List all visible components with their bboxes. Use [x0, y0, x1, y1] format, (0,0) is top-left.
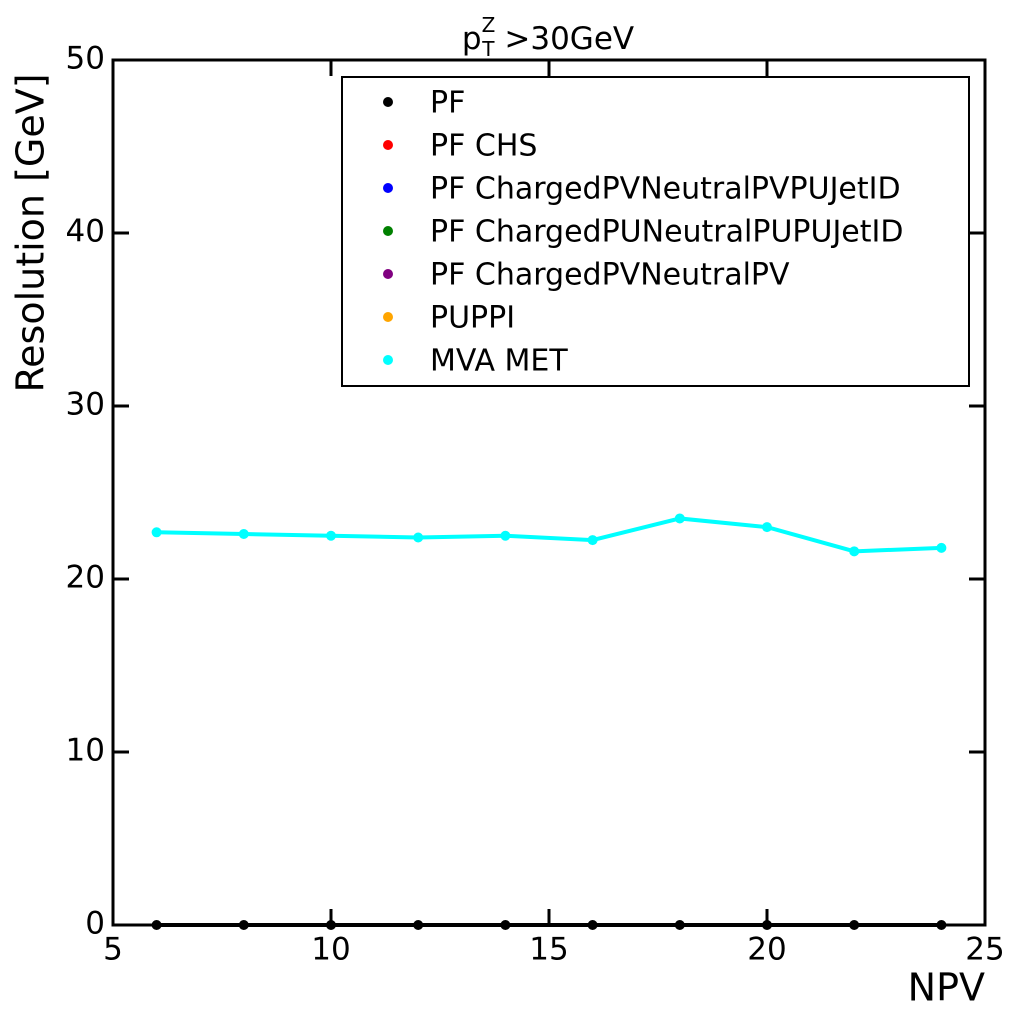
data-point [936, 542, 947, 553]
y-tick-label: 30 [66, 387, 105, 423]
legend-marker [383, 183, 393, 193]
legend-label: PUPPI [430, 301, 515, 336]
data-point [762, 522, 772, 533]
data-point [587, 535, 598, 546]
x-tick-label: 5 [103, 932, 123, 968]
legend-box [341, 76, 970, 387]
data-point [674, 513, 685, 524]
plot-frame [111, 58, 987, 927]
legend-label: PF [430, 86, 465, 121]
data-point [326, 530, 336, 541]
legend-marker [383, 140, 393, 150]
y-tick-label: 10 [66, 733, 105, 769]
x-tick-label: 10 [311, 932, 350, 968]
legend-marker [383, 226, 393, 236]
y-tick-label: 50 [66, 41, 105, 77]
title-sup: Z [482, 13, 496, 37]
chart-title: pZ T >30GeV [462, 13, 634, 61]
x-tick-label: 15 [529, 932, 568, 968]
title-rest: >30GeV [495, 21, 635, 57]
legend-label: PF ChargedPUNeutralPUPUJetID [430, 215, 903, 250]
legend-label: PF CHS [430, 129, 537, 164]
data-point [849, 546, 860, 557]
series-line [156, 516, 942, 554]
legend-marker [383, 355, 393, 365]
y-tick-label: 0 [85, 906, 105, 942]
legend-label: MVA MET [430, 344, 568, 379]
data-point [413, 532, 424, 543]
data-point [151, 527, 162, 538]
x-tick-label: 20 [747, 932, 786, 968]
legend-marker [383, 312, 393, 322]
legend-marker [383, 97, 393, 107]
legend-label: PF ChargedPVNeutralPVPUJetID [430, 172, 901, 207]
x-axis-label: NPV [908, 966, 985, 1010]
title-sub: T [481, 37, 495, 61]
y-tick-label: 40 [66, 214, 105, 250]
data-point [238, 529, 249, 540]
legend-label: PF ChargedPVNeutralPV [430, 258, 790, 293]
y-axis-label: Resolution [GeV] [9, 73, 53, 392]
y-tick-label: 20 [66, 560, 105, 596]
x-tick-label: 25 [965, 932, 1004, 968]
legend-marker [383, 269, 393, 279]
title-base: p [462, 21, 482, 57]
data-point [500, 530, 511, 541]
